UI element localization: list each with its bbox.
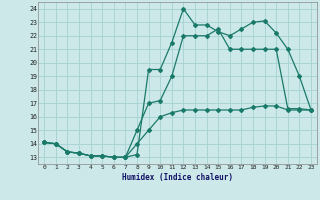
X-axis label: Humidex (Indice chaleur): Humidex (Indice chaleur): [122, 173, 233, 182]
